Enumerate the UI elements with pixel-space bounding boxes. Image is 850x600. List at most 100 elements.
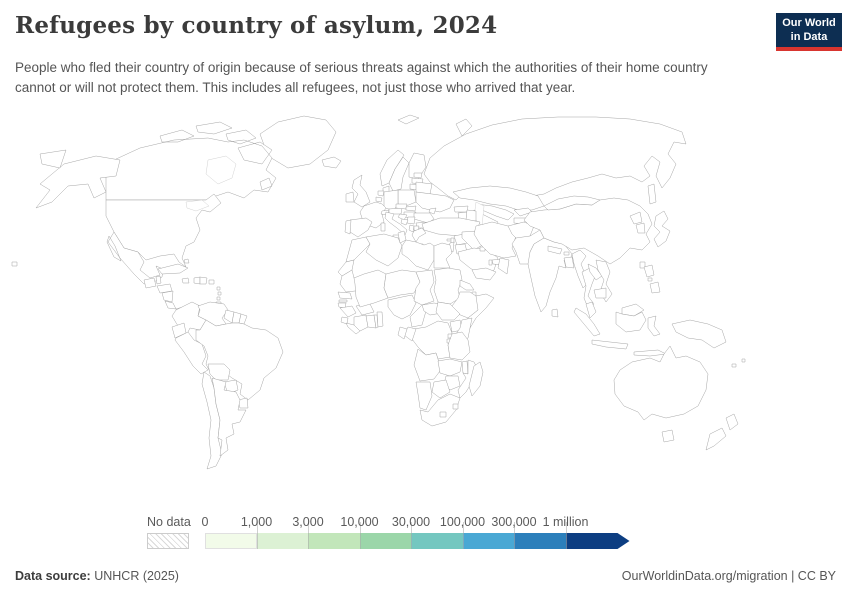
country-guatemala[interactable]	[143, 277, 157, 289]
owid-logo[interactable]: Our World in Data	[776, 13, 842, 51]
country-cambodia[interactable]	[593, 287, 607, 299]
country-belgium[interactable]	[375, 196, 383, 203]
country-bahamas[interactable]	[183, 258, 190, 264]
country-novaya-zemlya[interactable]	[455, 118, 473, 137]
country-chukotka[interactable]	[39, 149, 67, 169]
country-brazil[interactable]	[195, 319, 284, 401]
country-puerto-rico[interactable]	[208, 279, 215, 285]
country-ivory-coast[interactable]	[353, 314, 369, 332]
country-netherlands[interactable]	[377, 190, 385, 197]
country-alaska[interactable]	[35, 155, 121, 209]
country-canada[interactable]	[105, 121, 277, 201]
country-estonia[interactable]	[413, 172, 423, 179]
country-south-korea[interactable]	[635, 222, 646, 234]
country-morocco[interactable]	[345, 236, 371, 263]
country-slovakia[interactable]	[405, 205, 417, 212]
country-vietnam[interactable]	[595, 259, 613, 303]
country-bosnia[interactable]	[400, 218, 409, 226]
country-indonesia[interactable]	[573, 307, 667, 357]
country-botswana[interactable]	[431, 379, 451, 399]
country-tanzania[interactable]	[447, 331, 471, 361]
country-oman[interactable]	[497, 257, 510, 275]
country-sierra-leone[interactable]	[340, 316, 349, 325]
world-choropleth-map[interactable]	[10, 112, 840, 507]
country-niger[interactable]	[383, 269, 421, 299]
country-malaysia[interactable]	[585, 301, 645, 319]
license-link[interactable]: OurWorldinData.org/migration | CC BY	[621, 569, 836, 583]
country-jamaica[interactable]	[181, 277, 190, 284]
legend-segment[interactable]	[514, 533, 566, 549]
country-argentina[interactable]	[211, 377, 247, 457]
country-malawi[interactable]	[461, 360, 469, 375]
country-philippines[interactable]	[643, 264, 661, 294]
country-yemen[interactable]	[471, 267, 497, 281]
country-czechia[interactable]	[395, 203, 408, 210]
country-bhutan[interactable]	[563, 251, 570, 256]
country-cuba[interactable]	[157, 263, 189, 275]
country-serbia[interactable]	[406, 216, 416, 225]
country-spain[interactable]	[349, 217, 373, 238]
country-nigeria[interactable]	[387, 294, 417, 320]
country-eswatini[interactable]	[452, 403, 459, 410]
country-mali[interactable]	[353, 269, 389, 308]
country-gabon[interactable]	[397, 326, 408, 340]
country-belize[interactable]	[155, 275, 162, 285]
legend-segment-arrow[interactable]	[566, 533, 630, 549]
country-lesser-antilles[interactable]	[216, 286, 222, 301]
country-uk[interactable]	[351, 174, 371, 208]
country-libya[interactable]	[401, 239, 435, 271]
legend-segment[interactable]	[411, 533, 463, 549]
country-japan[interactable]	[653, 210, 671, 248]
country-ukraine[interactable]	[415, 191, 455, 213]
country-uruguay[interactable]	[237, 397, 249, 409]
country-zambia[interactable]	[437, 358, 463, 377]
country-liberia[interactable]	[345, 322, 361, 335]
country-eritrea[interactable]	[459, 279, 475, 291]
legend-segment[interactable]	[256, 533, 308, 549]
country-albania[interactable]	[408, 224, 415, 233]
country-greenland[interactable]	[259, 115, 337, 169]
country-guinea[interactable]	[339, 305, 357, 318]
country-pacific-islands[interactable]	[731, 358, 746, 368]
country-iceland[interactable]	[321, 156, 342, 169]
country-sri-lanka[interactable]	[551, 308, 559, 318]
country-nicaragua[interactable]	[161, 290, 174, 303]
country-benin[interactable]	[376, 311, 384, 328]
country-south-sudan[interactable]	[435, 301, 461, 321]
country-lesotho[interactable]	[439, 411, 447, 418]
legend-segment[interactable]	[205, 533, 257, 549]
country-nepal[interactable]	[547, 245, 563, 255]
country-dominican-republic[interactable]	[199, 276, 208, 285]
country-uzbekistan[interactable]	[475, 203, 515, 221]
country-iran[interactable]	[473, 221, 517, 259]
country-finland[interactable]	[408, 152, 427, 180]
country-egypt[interactable]	[433, 242, 453, 269]
country-bolivia[interactable]	[207, 363, 231, 381]
country-new-zealand[interactable]	[705, 413, 739, 451]
country-australia[interactable]	[613, 345, 709, 421]
country-costa-rica[interactable]	[164, 300, 177, 310]
country-algeria[interactable]	[365, 233, 403, 267]
country-north-korea[interactable]	[629, 211, 643, 225]
country-madagascar[interactable]	[468, 361, 484, 397]
country-poland[interactable]	[397, 189, 417, 207]
country-ireland[interactable]	[345, 191, 355, 203]
country-laos[interactable]	[587, 263, 603, 281]
country-georgia[interactable]	[453, 205, 469, 213]
country-svalbard[interactable]	[397, 114, 420, 125]
country-portugal[interactable]	[344, 219, 352, 235]
country-kazakhstan[interactable]	[452, 185, 545, 211]
country-mexico[interactable]	[106, 231, 164, 285]
country-tasmania[interactable]	[661, 429, 675, 443]
legend-no-data-swatch[interactable]	[147, 533, 189, 549]
legend-segment[interactable]	[359, 533, 411, 549]
country-chad[interactable]	[413, 269, 435, 306]
country-qatar[interactable]	[488, 259, 493, 266]
country-mongolia[interactable]	[543, 195, 601, 211]
country-gambia[interactable]	[338, 299, 348, 303]
country-hawaii[interactable]	[11, 261, 18, 267]
legend-segment[interactable]	[308, 533, 360, 549]
country-sakhalin[interactable]	[647, 183, 657, 205]
country-namibia[interactable]	[415, 381, 433, 411]
country-bangladesh[interactable]	[563, 256, 575, 269]
